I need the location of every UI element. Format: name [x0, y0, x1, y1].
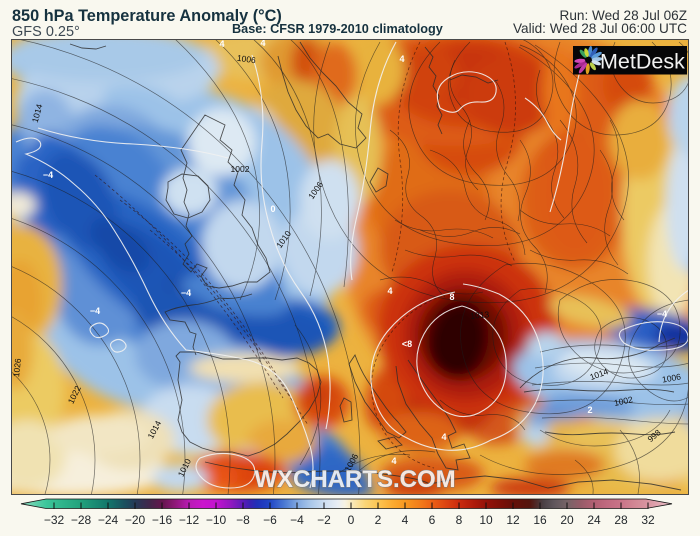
svg-text:1002: 1002 — [613, 394, 634, 408]
svg-text:<8: <8 — [402, 339, 412, 349]
svg-text:−28: −28 — [71, 513, 92, 527]
svg-text:−6: −6 — [263, 513, 277, 527]
svg-text:10: 10 — [479, 513, 493, 527]
svg-text:−4: −4 — [90, 306, 100, 316]
svg-text:20: 20 — [560, 513, 574, 527]
svg-text:1006: 1006 — [236, 53, 256, 66]
svg-text:−4: −4 — [290, 513, 304, 527]
svg-text:4: 4 — [260, 39, 265, 48]
svg-text:−8: −8 — [236, 513, 250, 527]
svg-text:4: 4 — [402, 513, 409, 527]
svg-text:−32: −32 — [44, 513, 65, 527]
svg-text:−12: −12 — [179, 513, 200, 527]
svg-text:−4: −4 — [657, 309, 667, 319]
svg-text:0: 0 — [270, 204, 275, 214]
svg-text:8: 8 — [449, 292, 454, 302]
svg-text:−2: −2 — [317, 513, 331, 527]
svg-text:2: 2 — [375, 513, 382, 527]
svg-text:12: 12 — [506, 513, 520, 527]
svg-text:−10: −10 — [206, 513, 227, 527]
svg-text:−4: −4 — [181, 288, 191, 298]
svg-text:24: 24 — [587, 513, 601, 527]
svg-text:WXCHARTS.COM: WXCHARTS.COM — [254, 466, 455, 493]
svg-text:−4: −4 — [43, 170, 53, 180]
svg-text:16: 16 — [533, 513, 547, 527]
svg-text:4: 4 — [441, 432, 446, 442]
svg-text:8: 8 — [456, 513, 463, 527]
svg-text:4: 4 — [387, 286, 392, 296]
svg-text:−20: −20 — [125, 513, 146, 527]
svg-text:4: 4 — [399, 54, 404, 64]
svg-text:2: 2 — [587, 405, 592, 415]
svg-text:MetDesk: MetDesk — [600, 50, 685, 74]
svg-text:32: 32 — [641, 513, 655, 527]
svg-text:1002: 1002 — [231, 164, 250, 174]
svg-text:−16: −16 — [152, 513, 173, 527]
svg-text:0: 0 — [348, 513, 355, 527]
svg-text:1006: 1006 — [661, 371, 682, 384]
svg-text:−24: −24 — [98, 513, 119, 527]
svg-text:4: 4 — [391, 456, 396, 466]
svg-text:1014: 1014 — [30, 103, 45, 124]
svg-text:1026: 1026 — [11, 357, 23, 377]
svg-text:6: 6 — [429, 513, 436, 527]
svg-text:28: 28 — [614, 513, 628, 527]
svg-text:1013: 1013 — [470, 309, 490, 321]
svg-text:4: 4 — [219, 39, 224, 49]
